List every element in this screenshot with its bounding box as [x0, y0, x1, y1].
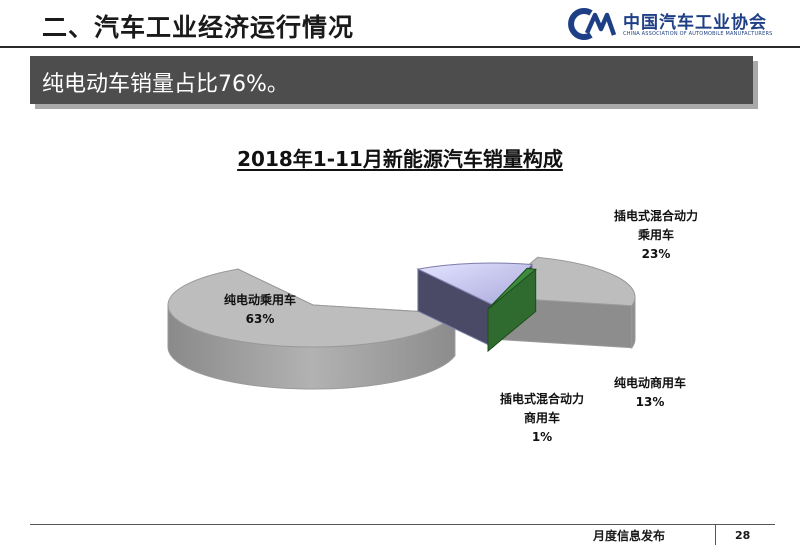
label-bev-commercial: 纯电动商用车 13% — [590, 374, 710, 412]
slice-bev-commercial-top — [416, 262, 534, 306]
footer-label: 月度信息发布 — [593, 529, 666, 543]
label-phev-passenger-name2: 乘用车 — [637, 228, 674, 242]
header-divider — [0, 46, 800, 48]
slice-phev-commercial-top — [487, 268, 537, 310]
label-phev-commercial-name1: 插电式混合动力 — [499, 392, 584, 406]
label-phev-commercial-name2: 商用车 — [523, 411, 560, 425]
label-phev-passenger-name1: 插电式混合动力 — [613, 209, 698, 223]
caam-logo: 中国汽车工业协会 CHINA ASSOCIATION OF AUTOMOBILE… — [565, 7, 795, 43]
label-phev-passenger-pct: 23% — [641, 247, 671, 261]
caam-logo-icon — [568, 8, 617, 40]
footer-separator — [715, 525, 716, 545]
slice-phev-commercial — [487, 267, 537, 353]
label-phev-commercial-pct: 1% — [531, 430, 553, 444]
page-number: 28 — [735, 529, 751, 542]
headline-text: 纯电动车销量占比76%。 — [42, 72, 289, 97]
section-title: 二、汽车工业经济运行情况 — [42, 13, 355, 42]
label-phev-commercial: 插电式混合动力 商用车 1% — [474, 390, 610, 447]
footer-divider — [30, 524, 775, 525]
label-bev-commercial-name: 纯电动商用车 — [613, 376, 686, 390]
label-bev-passenger: 纯电动乘用车 63% — [200, 291, 320, 329]
slice-bev-passenger-top — [167, 268, 456, 348]
slide-header: 二、汽车工业经济运行情况 中国汽车工业协会 CHINA ASSOCIATION … — [0, 0, 800, 48]
label-phev-passenger: 插电式混合动力 乘用车 23% — [596, 207, 716, 264]
label-bev-passenger-name: 纯电动乘用车 — [223, 293, 296, 307]
headline-banner: 纯电动车销量占比76%。 — [30, 56, 753, 104]
label-bev-passenger-pct: 63% — [245, 312, 275, 326]
chart-title: 2018年1-11月新能源汽车销量构成 — [0, 143, 800, 172]
chart-title-text: 2018年1-11月新能源汽车销量构成 — [237, 147, 563, 171]
logo-text: 中国汽车工业协会 — [623, 13, 767, 33]
logo-subtext: CHINA ASSOCIATION OF AUTOMOBILE MANUFACT… — [623, 31, 773, 37]
label-bev-commercial-pct: 13% — [635, 395, 665, 409]
slice-bev-passenger — [167, 268, 456, 390]
